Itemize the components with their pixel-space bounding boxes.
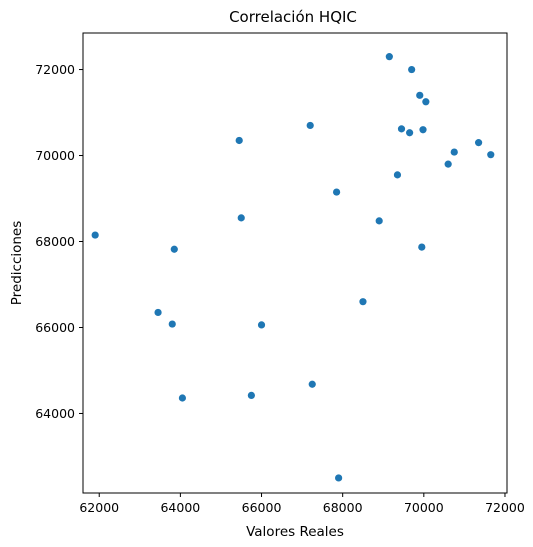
data-point [170,245,178,253]
data-point [450,148,458,156]
y-tick-label: 66000 [35,320,75,335]
x-axis: 62000 64000 66000 68000 70000 72000 [79,493,525,515]
data-point [393,171,402,179]
data-point [332,188,341,196]
data-point [487,151,495,159]
y-axis-title: Predicciones [9,221,25,306]
data-point [154,308,162,317]
data-point [444,160,452,168]
x-tick-label: 72000 [485,500,525,515]
data-point [257,321,266,329]
data-point [306,121,314,130]
data-point [422,98,430,106]
data-point [375,217,383,225]
x-tick-label: 70000 [404,500,444,515]
data-point [385,53,393,61]
y-tick-label: 70000 [35,148,75,163]
data-point [308,380,316,388]
x-tick-label: 64000 [160,500,200,515]
y-tick-label: 64000 [35,406,75,421]
data-point [406,129,414,137]
data-point [168,320,176,328]
data-point [397,125,406,133]
data-point [474,139,483,147]
y-axis: 64000 66000 68000 70000 72000 [35,62,83,421]
data-point [419,126,427,134]
data-point [178,394,187,402]
data-point [235,136,243,145]
data-point [359,298,367,306]
data-point [416,91,424,99]
x-tick-label: 66000 [242,500,282,515]
data-point [408,65,416,74]
data-point [335,474,343,482]
x-tick-label: 62000 [79,500,119,515]
x-tick-label: 68000 [323,500,363,515]
data-point [418,243,426,251]
y-tick-label: 68000 [35,234,75,249]
data-point [91,231,99,239]
y-tick-label: 72000 [35,62,75,77]
x-axis-title: Valores Reales [246,524,344,540]
data-points [91,53,495,482]
chart-title: Correlación HQIC [229,8,357,26]
plot-area [82,32,508,494]
data-point [247,391,255,400]
data-point [237,214,245,222]
